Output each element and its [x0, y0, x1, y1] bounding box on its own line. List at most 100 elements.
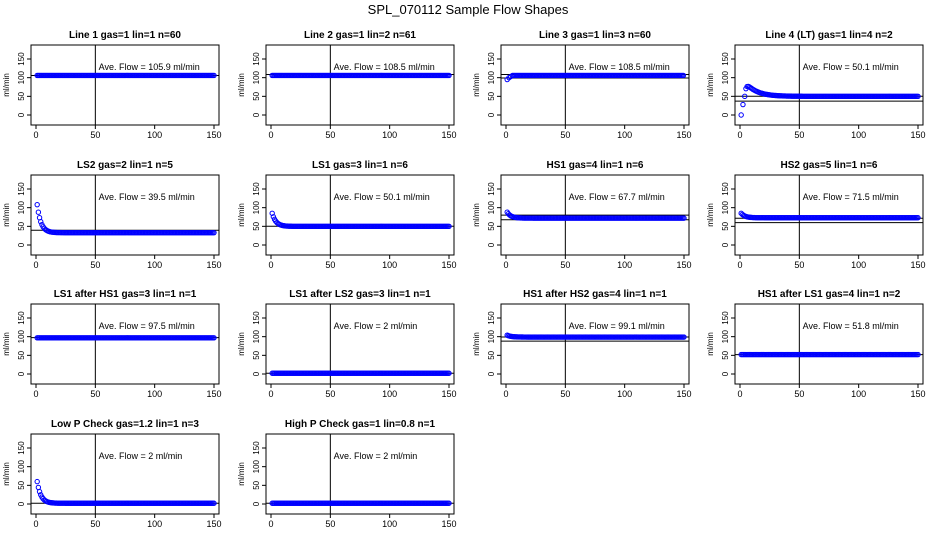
y-tick-label: 150: [252, 441, 261, 455]
ave-flow-annotation: Ave. Flow = 50.1 ml/min: [334, 192, 430, 202]
y-tick-label: 100: [721, 329, 730, 343]
y-tick-label: 0: [721, 242, 730, 247]
data-point: [446, 500, 452, 506]
series-flow: [269, 500, 452, 506]
chart-panel-11: HS1 after HS2 gas=4 lin=1 n=1 0 50 100 150 0 5…: [472, 289, 692, 399]
y-tick-label: 100: [252, 70, 261, 84]
x-tick-label: 0: [268, 519, 273, 529]
x-tick-label: 150: [441, 260, 456, 270]
y-tick-label: 100: [17, 200, 26, 214]
x-tick-label: 100: [851, 130, 866, 140]
data-point: [738, 112, 744, 118]
x-tick-label: 0: [737, 130, 742, 140]
x-tick-label: 100: [382, 260, 397, 270]
plot-box: [30, 174, 220, 256]
x-tick-label: 50: [794, 130, 804, 140]
y-tick-label: 50: [721, 221, 730, 230]
chart-panel-4: Line 4 (LT) gas=1 lin=4 n=2 0 50 100 150 0 50 1…: [706, 30, 926, 140]
y-tick-label: 50: [721, 350, 730, 359]
y-tick-label: 150: [487, 311, 496, 325]
x-tick-label: 0: [33, 130, 38, 140]
x-tick-label: 100: [147, 130, 162, 140]
x-tick-label: 50: [90, 130, 100, 140]
x-tick-label: 150: [676, 130, 691, 140]
x-tick-label: 100: [617, 130, 632, 140]
ave-flow-annotation: Ave. Flow = 108.5 ml/min: [334, 62, 435, 72]
x-tick-label: 150: [910, 260, 925, 270]
ave-flow-annotation: Ave. Flow = 39.5 ml/min: [99, 192, 195, 202]
chart-panel-13: Low P Check gas=1.2 lin=1 n=3 0 50 100 150 0 5…: [2, 419, 222, 529]
x-tick-label: 150: [206, 260, 221, 270]
y-tick-label: 100: [721, 70, 730, 84]
y-tick-label: 100: [252, 459, 261, 473]
y-tick-label: 50: [487, 221, 496, 230]
data-point: [446, 72, 452, 79]
x-tick-label: 50: [90, 519, 100, 529]
x-tick-label: 50: [325, 260, 335, 270]
chart-panel-7: HS1 gas=4 lin=1 n=6 0 50 100 150 0 50 100 150 ml/…: [472, 160, 692, 270]
ave-flow-annotation: Ave. Flow = 50.1 ml/min: [803, 62, 899, 72]
y-tick-label: 150: [721, 52, 730, 66]
y-tick-label: 100: [721, 200, 730, 214]
chart-panel-5: LS2 gas=2 lin=1 n=5 0 50 100 150 0 50 100 150 ml/…: [2, 160, 222, 270]
panel-title: Line 2 gas=1 lin=2 n=61: [304, 30, 416, 41]
x-tick-label: 0: [268, 130, 273, 140]
y-axis-label: ml/min: [706, 332, 715, 356]
panel-title: HS1 gas=4 lin=1 n=6: [547, 160, 644, 171]
y-tick-label: 50: [17, 480, 26, 489]
panel-title: High P Check gas=1 lin=0.8 n=1: [285, 419, 436, 430]
y-axis-label: ml/min: [2, 203, 11, 227]
ave-flow-annotation: Ave. Flow = 99.1 ml/min: [569, 321, 665, 331]
y-tick-label: 50: [17, 91, 26, 100]
plot-box: [500, 44, 690, 126]
x-tick-label: 0: [737, 389, 742, 399]
x-tick-label: 50: [560, 130, 570, 140]
data-point: [211, 72, 217, 79]
y-tick-label: 0: [17, 242, 26, 247]
y-tick-label: 150: [17, 311, 26, 325]
plot-box: [30, 44, 220, 126]
series-flow: [738, 351, 921, 358]
plot-box: [265, 433, 455, 515]
data-point: [36, 488, 43, 495]
y-tick-label: 100: [487, 329, 496, 343]
chart-panel-14: High P Check gas=1 lin=0.8 n=1 0 50 100 150 0…: [237, 419, 457, 529]
data-point: [34, 201, 40, 208]
panel-title: LS1 gas=3 lin=1 n=6: [312, 160, 408, 171]
x-tick-label: 150: [206, 130, 221, 140]
y-tick-label: 50: [17, 221, 26, 230]
page-title: SPL_070112 Sample Flow Shapes: [367, 2, 569, 17]
x-tick-label: 150: [441, 519, 456, 529]
ave-flow-annotation: Ave. Flow = 2 ml/min: [334, 321, 418, 331]
y-tick-label: 150: [487, 182, 496, 196]
plot-box: [30, 303, 220, 385]
panel-title: Line 3 gas=1 lin=3 n=60: [539, 30, 651, 41]
y-axis-label: ml/min: [2, 332, 11, 356]
series-flow: [34, 335, 217, 341]
x-tick-label: 50: [90, 260, 100, 270]
x-tick-label: 0: [268, 389, 273, 399]
data-point: [34, 478, 40, 485]
y-tick-label: 0: [252, 501, 261, 506]
data-point: [681, 215, 687, 221]
data-point: [681, 334, 687, 340]
series-flow: [504, 72, 687, 83]
y-tick-label: 0: [17, 501, 26, 506]
x-tick-label: 100: [851, 389, 866, 399]
x-tick-label: 50: [560, 389, 570, 399]
y-tick-label: 50: [487, 91, 496, 100]
x-tick-label: 50: [794, 389, 804, 399]
y-axis-label: ml/min: [2, 73, 11, 97]
panel-title: Line 1 gas=1 lin=1 n=60: [69, 30, 181, 41]
y-tick-label: 150: [17, 52, 26, 66]
panel-title: Low P Check gas=1.2 lin=1 n=3: [51, 419, 199, 430]
y-tick-label: 100: [252, 329, 261, 343]
y-tick-label: 150: [252, 182, 261, 196]
y-tick-label: 150: [487, 52, 496, 66]
x-tick-label: 150: [441, 389, 456, 399]
x-tick-label: 0: [503, 389, 508, 399]
x-tick-label: 100: [147, 519, 162, 529]
panel-title: HS1 after HS2 gas=4 lin=1 n=1: [523, 289, 667, 300]
ave-flow-annotation: Ave. Flow = 67.7 ml/min: [569, 192, 665, 202]
data-point: [915, 93, 921, 100]
